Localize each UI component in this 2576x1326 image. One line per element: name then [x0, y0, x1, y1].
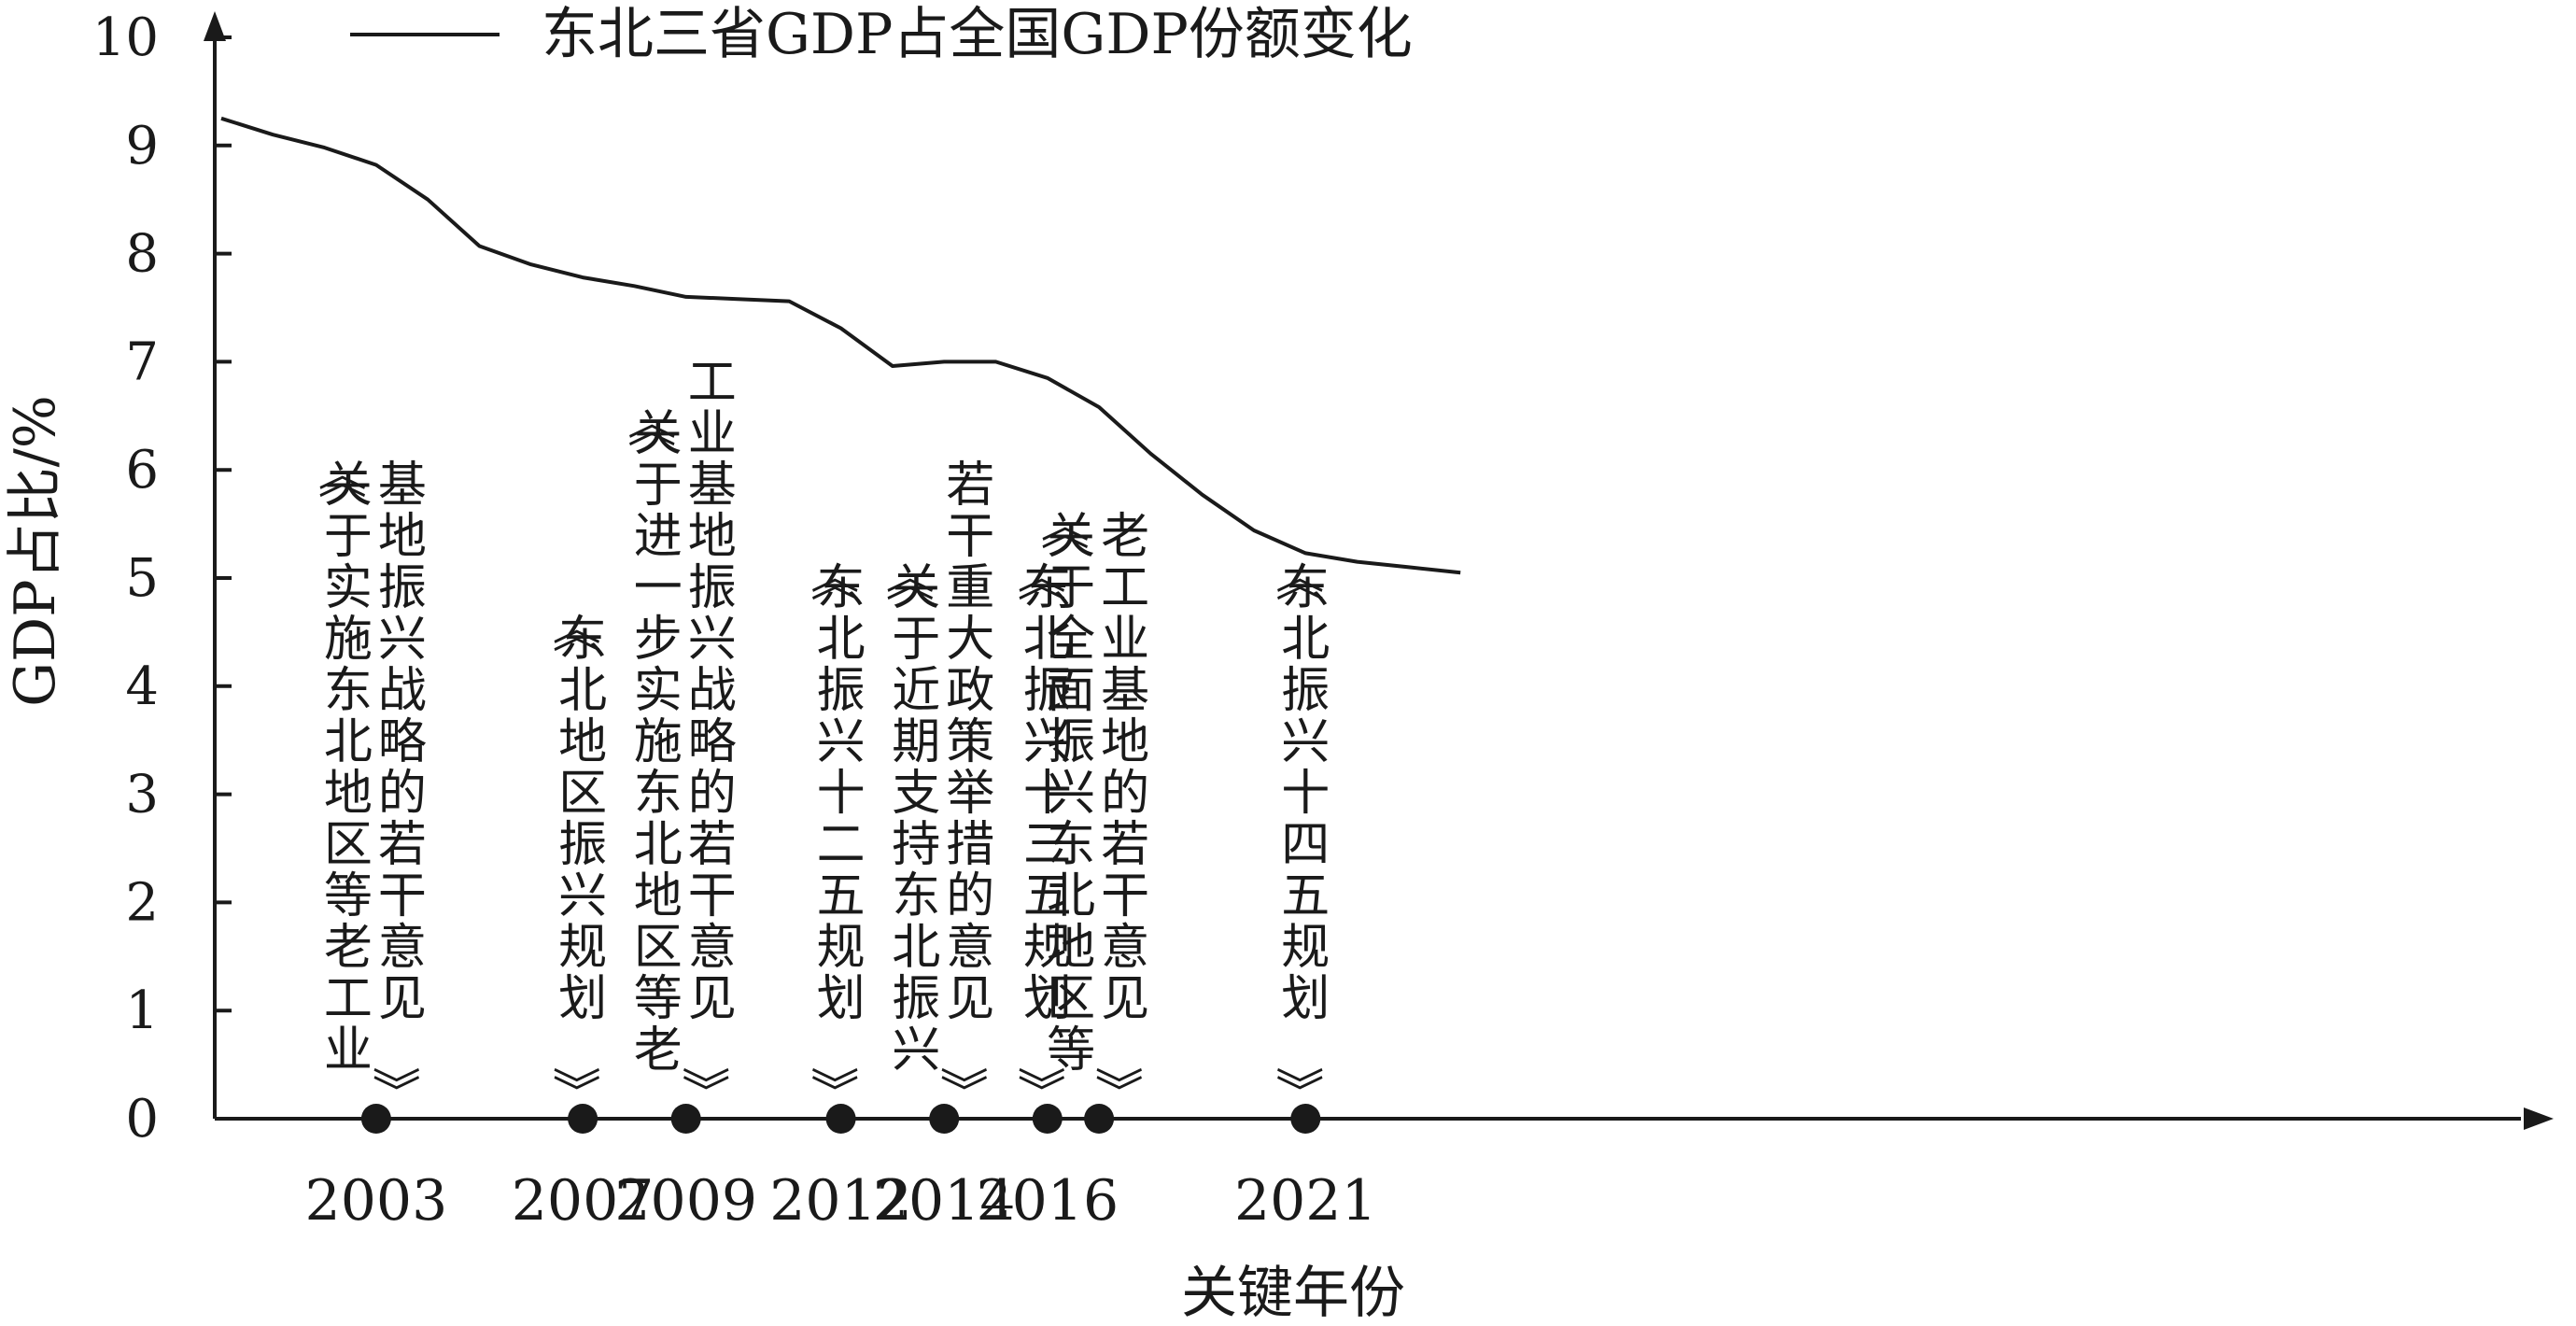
y-ticks: 0 1 2 3 4 5 6 7 8 9 10: [92, 7, 232, 1150]
annotation-column: 《关于近期支持东北振兴: [880, 553, 940, 1079]
y-tick-label: 4: [125, 656, 159, 717]
annotation-column: 《关于进一步实施东北地区等老: [622, 399, 683, 1079]
annotation-column: 《关于实施东北地区等老工业: [312, 450, 373, 1079]
x-tick-label: 2007: [512, 1168, 655, 1234]
annotation-column: 《东北振兴十三五规划》: [1011, 553, 1072, 1115]
y-tick-label: 5: [125, 548, 159, 609]
x-tick-label: 2009: [614, 1168, 757, 1234]
legend-label: 东北三省GDP占全国GDP份额变化: [542, 2, 1413, 67]
annotation-column: 老工业基地的若干意见》: [1089, 509, 1149, 1115]
key-year-markers: [360, 1104, 1321, 1134]
key-year-marker: [1290, 1104, 1321, 1134]
x-axis-arrow: [2524, 1107, 2554, 1130]
axes: [204, 11, 2554, 1130]
key-year-marker: [1084, 1104, 1115, 1134]
series-line: [220, 116, 1461, 575]
x-tick-label: 2014: [873, 1168, 1016, 1234]
key-year-marker: [1032, 1104, 1063, 1134]
y-tick-label: 0: [125, 1089, 159, 1150]
y-axis-title: GDP占比/%: [3, 395, 68, 707]
y-tick-label: 8: [125, 224, 159, 285]
y-tick-label: 6: [125, 440, 159, 501]
y-tick-label: 10: [92, 7, 159, 68]
annotation-column: 《关于全面振兴东北地区等: [1035, 501, 1095, 1079]
y-tick-label: 1: [125, 980, 159, 1041]
key-year-marker: [360, 1104, 391, 1134]
x-tick-label: 2021: [1234, 1168, 1377, 1234]
annotation-column: 若干重大政策举措的意见》: [934, 458, 994, 1115]
y-tick-label: 9: [125, 116, 159, 176]
y-tick-label: 3: [125, 765, 159, 825]
key-year-marker: [670, 1104, 701, 1134]
key-year-marker: [929, 1104, 960, 1134]
x-tick-label: 2003: [305, 1168, 448, 1234]
y-tick-label: 2: [125, 872, 159, 933]
key-year-marker: [568, 1104, 598, 1134]
annotation-column: 基地振兴战略的若干意见》: [366, 458, 427, 1115]
annotation-column: 《东北振兴十四五规划》: [1269, 553, 1330, 1115]
annotation-column: 《东北地区振兴规划》: [546, 604, 607, 1115]
y-axis-arrow: [204, 11, 226, 41]
annotation-column: 《东北振兴十二五规划》: [805, 553, 866, 1115]
y-tick-label: 7: [125, 332, 159, 392]
legend: 东北三省GDP占全国GDP份额变化: [350, 2, 1413, 67]
policy-annotations: 基地振兴战略的若干意见》《关于实施东北地区等老工业 《东北地区振兴规划》 工业基地振…: [312, 355, 1330, 1115]
annotation-column: 工业基地振兴战略的若干意见》: [676, 355, 737, 1115]
key-year-marker: [825, 1104, 856, 1134]
x-tick-label: 2016: [976, 1168, 1119, 1234]
x-tick-label: 2012: [769, 1168, 912, 1234]
x-axis-title: 关键年份: [1181, 1261, 1405, 1326]
